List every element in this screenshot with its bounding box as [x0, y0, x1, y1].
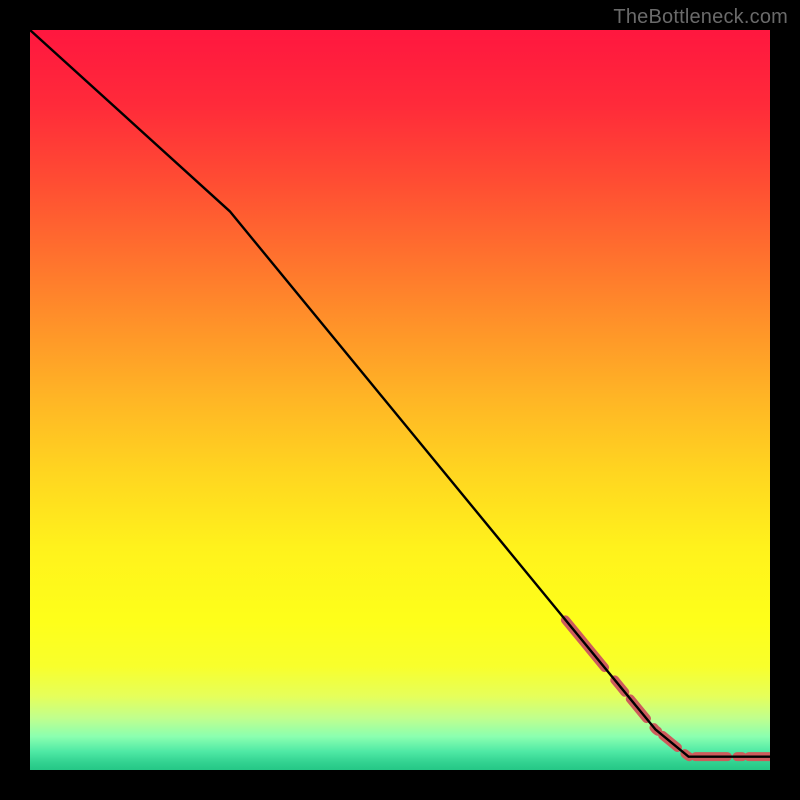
highlight-segment [565, 620, 770, 757]
main-curve [30, 30, 770, 757]
attribution-text: TheBottleneck.com [613, 6, 788, 29]
plot-area [30, 30, 770, 770]
curve-layer [30, 30, 770, 770]
